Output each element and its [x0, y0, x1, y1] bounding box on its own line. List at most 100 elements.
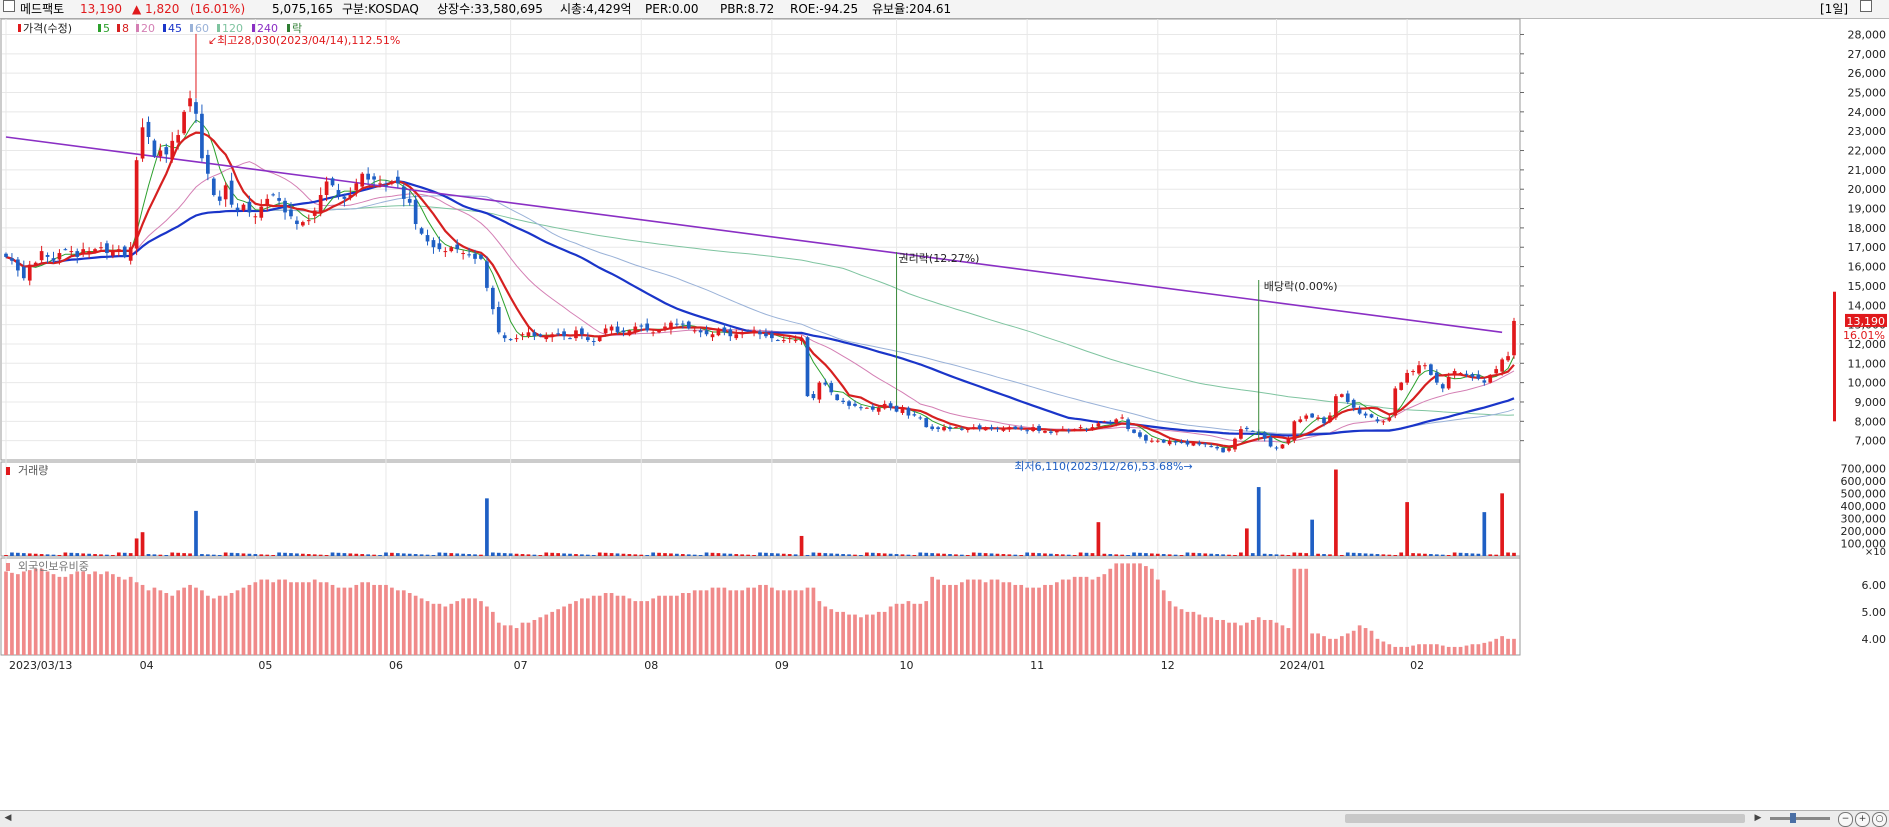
foreign-ratio-bar: [122, 579, 127, 655]
volume-bar: [419, 554, 424, 556]
period-selector[interactable]: [1일]: [1820, 2, 1849, 16]
candle-body: [1286, 438, 1291, 444]
foreign-ratio-bar: [859, 617, 863, 655]
candle-body: [1405, 372, 1409, 383]
foreign-ratio-bar: [259, 579, 264, 655]
candle-body: [580, 328, 584, 335]
candle-body: [164, 147, 169, 155]
candle-body: [1262, 432, 1267, 439]
foreign-ratio-bar: [1458, 646, 1463, 655]
chart-scrollbar[interactable]: ◀ ▶ − + ○: [0, 810, 1889, 827]
foreign-ratio-bar: [1108, 568, 1113, 655]
zoom-in-icon[interactable]: +: [1855, 812, 1870, 827]
y-tick-label: 18,000: [1848, 222, 1887, 235]
foreign-ratio-bar: [1429, 644, 1433, 655]
foreign-ratio-bar: [609, 593, 614, 655]
candle-body: [93, 249, 97, 253]
foreign-ratio-bar: [1298, 568, 1303, 655]
foreign-ratio-bar: [1161, 590, 1166, 655]
y-tick-label: 12,000: [1848, 338, 1887, 351]
foreign-ratio-bar: [793, 590, 798, 655]
candle-body: [781, 340, 786, 342]
legend-item: 120: [222, 22, 243, 35]
candle-body: [140, 127, 145, 159]
volume-bar: [758, 552, 762, 556]
foreign-ratio-bar: [1037, 587, 1041, 655]
volume-bar: [698, 554, 703, 556]
candle-body: [1512, 320, 1516, 356]
candle-body: [1203, 443, 1208, 445]
y-tick-label: 22,000: [1848, 145, 1887, 158]
legend-swatch: [117, 24, 120, 32]
zoom-slider-knob[interactable]: [1790, 813, 1796, 823]
candle-body: [354, 183, 359, 191]
legend-swatch: [217, 24, 220, 32]
foreign-ratio-bar: [170, 595, 175, 655]
volume-bar: [330, 552, 335, 556]
volume-tick-label: 400,000: [1841, 500, 1887, 513]
candle-body: [853, 403, 857, 406]
stock-name: 메드팩토: [20, 2, 65, 16]
candle-body: [1215, 446, 1219, 449]
candle-body: [1363, 413, 1368, 416]
volume-bar: [835, 553, 840, 556]
candle-body: [1470, 374, 1475, 377]
volume-bar: [817, 552, 822, 556]
volume-bar: [116, 552, 121, 556]
volume-bar: [520, 554, 525, 556]
volume-bar: [1155, 553, 1160, 556]
zoom-out-icon[interactable]: −: [1838, 812, 1853, 827]
foreign-ratio-bar: [591, 595, 596, 655]
candle-body: [508, 339, 513, 341]
volume-bar: [87, 553, 91, 556]
candle-body: [740, 332, 745, 335]
volume-unit-label: ×10: [1865, 547, 1886, 558]
scroll-thumb[interactable]: [1345, 814, 1745, 823]
candle-body: [473, 253, 477, 259]
candle-body: [686, 321, 691, 329]
foreign-ratio-bar: [633, 601, 638, 655]
foreign-ratio-bar: [995, 579, 1000, 655]
volume-value: 5,075,165: [272, 2, 334, 16]
scroll-right-icon[interactable]: ▶: [1754, 813, 1762, 823]
x-tick-label: 10: [900, 659, 914, 672]
candle-body: [372, 176, 376, 180]
candle-body: [301, 222, 305, 226]
volume-bar: [1144, 553, 1148, 556]
candle-body: [1239, 429, 1243, 439]
foreign-ratio-bar: [954, 584, 958, 655]
candle-body: [930, 426, 935, 430]
volume-bar: [728, 553, 733, 556]
volume-bar: [918, 552, 923, 556]
volume-bar: [496, 552, 501, 556]
y-tick-label: 11,000: [1848, 357, 1887, 370]
float-ratio: 유보율:204.61: [872, 2, 952, 16]
foreign-ratio-bar: [1464, 645, 1469, 655]
foreign-ratio-bar: [1286, 628, 1291, 655]
candle-body: [1090, 427, 1095, 430]
zoom-reset-icon[interactable]: ○: [1872, 812, 1887, 827]
foreign-ratio-bar: [1310, 633, 1314, 655]
foreign-ratio-bar: [1060, 579, 1065, 655]
candle-body: [1132, 429, 1136, 433]
volume-bar: [455, 553, 460, 556]
zoom-slider[interactable]: [1770, 817, 1830, 820]
foreign-ratio-bar: [1482, 642, 1487, 655]
foreign-ratio-bar: [526, 622, 531, 655]
volume-bar: [1405, 502, 1409, 556]
y-tick-label: 9,000: [1855, 396, 1887, 409]
foreign-ratio-bar: [1197, 614, 1202, 655]
volume-bar: [182, 553, 186, 556]
foreign-ratio-bar: [134, 582, 139, 655]
volume-bar: [882, 553, 887, 556]
volume-bar: [1108, 554, 1113, 556]
volume-bar: [241, 553, 246, 556]
x-tick-label: 07: [514, 659, 528, 672]
foreign-ratio-bar: [680, 593, 685, 655]
scroll-left-icon[interactable]: ◀: [4, 813, 12, 823]
volume-bar: [122, 552, 127, 556]
volume-bar: [277, 552, 281, 556]
foreign-ratio-bar: [33, 568, 38, 655]
foreign-ratio-bar: [51, 574, 56, 655]
